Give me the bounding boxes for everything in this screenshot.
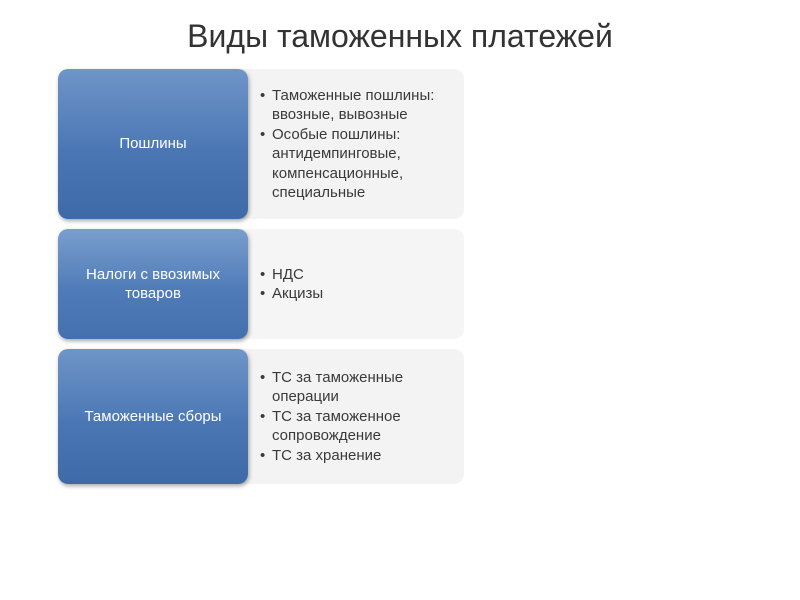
details-item: ТС за таможенные операции xyxy=(260,368,452,407)
diagram-row: Таможенные сборыТС за таможенные операци… xyxy=(58,349,800,484)
details-item: Таможенные пошлины: ввозные, вывозные xyxy=(260,86,452,125)
details-item: НДС xyxy=(260,265,452,285)
details-item: Акцизы xyxy=(260,284,452,304)
details-list: ТС за таможенные операцииТС за таможенно… xyxy=(260,368,452,466)
details-list: НДСАкцизы xyxy=(260,265,452,304)
details-item: ТС за таможенное сопровождение xyxy=(260,407,452,446)
details-list: Таможенные пошлины: ввозные, вывозныеОсо… xyxy=(260,86,452,203)
page-title: Виды таможенных платежей xyxy=(0,0,800,69)
category-box: Налоги с ввозимых товаров xyxy=(58,229,248,339)
details-box: ТС за таможенные операцииТС за таможенно… xyxy=(234,349,464,484)
details-box: НДСАкцизы xyxy=(234,229,464,339)
diagram-row: ПошлиныТаможенные пошлины: ввозные, выво… xyxy=(58,69,800,219)
category-box: Пошлины xyxy=(58,69,248,219)
category-box: Таможенные сборы xyxy=(58,349,248,484)
diagram-rows: ПошлиныТаможенные пошлины: ввозные, выво… xyxy=(0,69,800,484)
details-box: Таможенные пошлины: ввозные, вывозныеОсо… xyxy=(234,69,464,219)
details-item: ТС за хранение xyxy=(260,446,452,466)
details-item: Особые пошлины: антидемпинговые, компенс… xyxy=(260,125,452,203)
diagram-row: Налоги с ввозимых товаров НДСАкцизы xyxy=(58,229,800,339)
